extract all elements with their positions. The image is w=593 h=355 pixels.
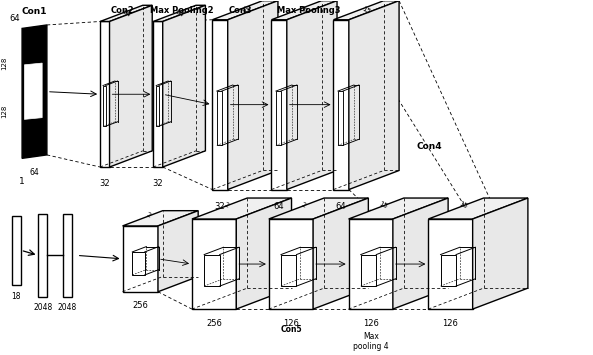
Polygon shape — [158, 211, 198, 292]
Text: 32: 32 — [100, 179, 110, 188]
Text: 32: 32 — [152, 179, 163, 188]
Polygon shape — [272, 20, 287, 190]
Bar — [12, 215, 21, 285]
Polygon shape — [212, 1, 278, 20]
Text: 64: 64 — [121, 9, 132, 18]
Text: 64: 64 — [29, 168, 39, 177]
Text: Max Pooling3: Max Pooling3 — [277, 6, 340, 15]
Text: 128: 128 — [1, 56, 7, 70]
Text: 1: 1 — [19, 178, 25, 186]
Text: 64: 64 — [9, 14, 20, 23]
Polygon shape — [269, 198, 368, 219]
Bar — [63, 214, 72, 297]
Text: 18: 18 — [11, 292, 21, 301]
Polygon shape — [349, 219, 393, 309]
Text: Con1: Con1 — [21, 7, 47, 16]
Polygon shape — [333, 20, 349, 190]
Text: 15: 15 — [378, 201, 388, 210]
Polygon shape — [393, 198, 448, 309]
Polygon shape — [287, 1, 337, 190]
Polygon shape — [162, 5, 205, 167]
Text: 256: 256 — [132, 301, 148, 311]
Text: 15: 15 — [361, 5, 372, 15]
Text: 2: 2 — [300, 201, 307, 209]
Polygon shape — [24, 63, 42, 119]
Text: Max Pooling2: Max Pooling2 — [150, 6, 213, 15]
Text: 64: 64 — [174, 9, 184, 18]
Text: 2048: 2048 — [33, 303, 52, 312]
Text: Con2: Con2 — [111, 6, 135, 15]
Polygon shape — [192, 198, 292, 219]
Polygon shape — [236, 198, 292, 309]
Polygon shape — [192, 219, 236, 309]
Polygon shape — [153, 5, 205, 22]
Polygon shape — [272, 1, 337, 20]
Polygon shape — [153, 22, 162, 167]
Polygon shape — [428, 219, 473, 309]
Text: Max
pooling 4: Max pooling 4 — [353, 332, 388, 351]
Polygon shape — [349, 198, 448, 219]
Text: 64: 64 — [336, 202, 346, 211]
Polygon shape — [110, 5, 152, 167]
Text: 2048: 2048 — [58, 303, 77, 312]
Polygon shape — [22, 25, 47, 158]
Text: 126: 126 — [442, 319, 458, 328]
Text: Con3: Con3 — [229, 6, 253, 15]
Text: 2: 2 — [145, 211, 151, 218]
Polygon shape — [100, 5, 152, 22]
Text: 2: 2 — [223, 201, 229, 209]
Text: 31: 31 — [299, 5, 310, 15]
Text: 128: 128 — [1, 105, 7, 118]
Text: 126: 126 — [283, 319, 299, 328]
Polygon shape — [473, 198, 528, 309]
Text: 64: 64 — [274, 202, 285, 211]
Polygon shape — [212, 20, 228, 190]
Text: Con4: Con4 — [417, 142, 442, 152]
Polygon shape — [269, 219, 313, 309]
Polygon shape — [428, 198, 528, 219]
Text: 256: 256 — [206, 319, 222, 328]
Text: 126: 126 — [363, 319, 379, 328]
Polygon shape — [123, 211, 198, 226]
Polygon shape — [100, 22, 110, 167]
Text: 15: 15 — [457, 201, 468, 210]
Text: 32: 32 — [240, 5, 250, 15]
Text: Con5: Con5 — [280, 325, 302, 334]
Polygon shape — [123, 226, 158, 292]
Polygon shape — [333, 1, 399, 20]
Bar — [39, 214, 47, 297]
Polygon shape — [349, 1, 399, 190]
Polygon shape — [228, 1, 278, 190]
Polygon shape — [313, 198, 368, 309]
Text: 32: 32 — [215, 202, 225, 211]
